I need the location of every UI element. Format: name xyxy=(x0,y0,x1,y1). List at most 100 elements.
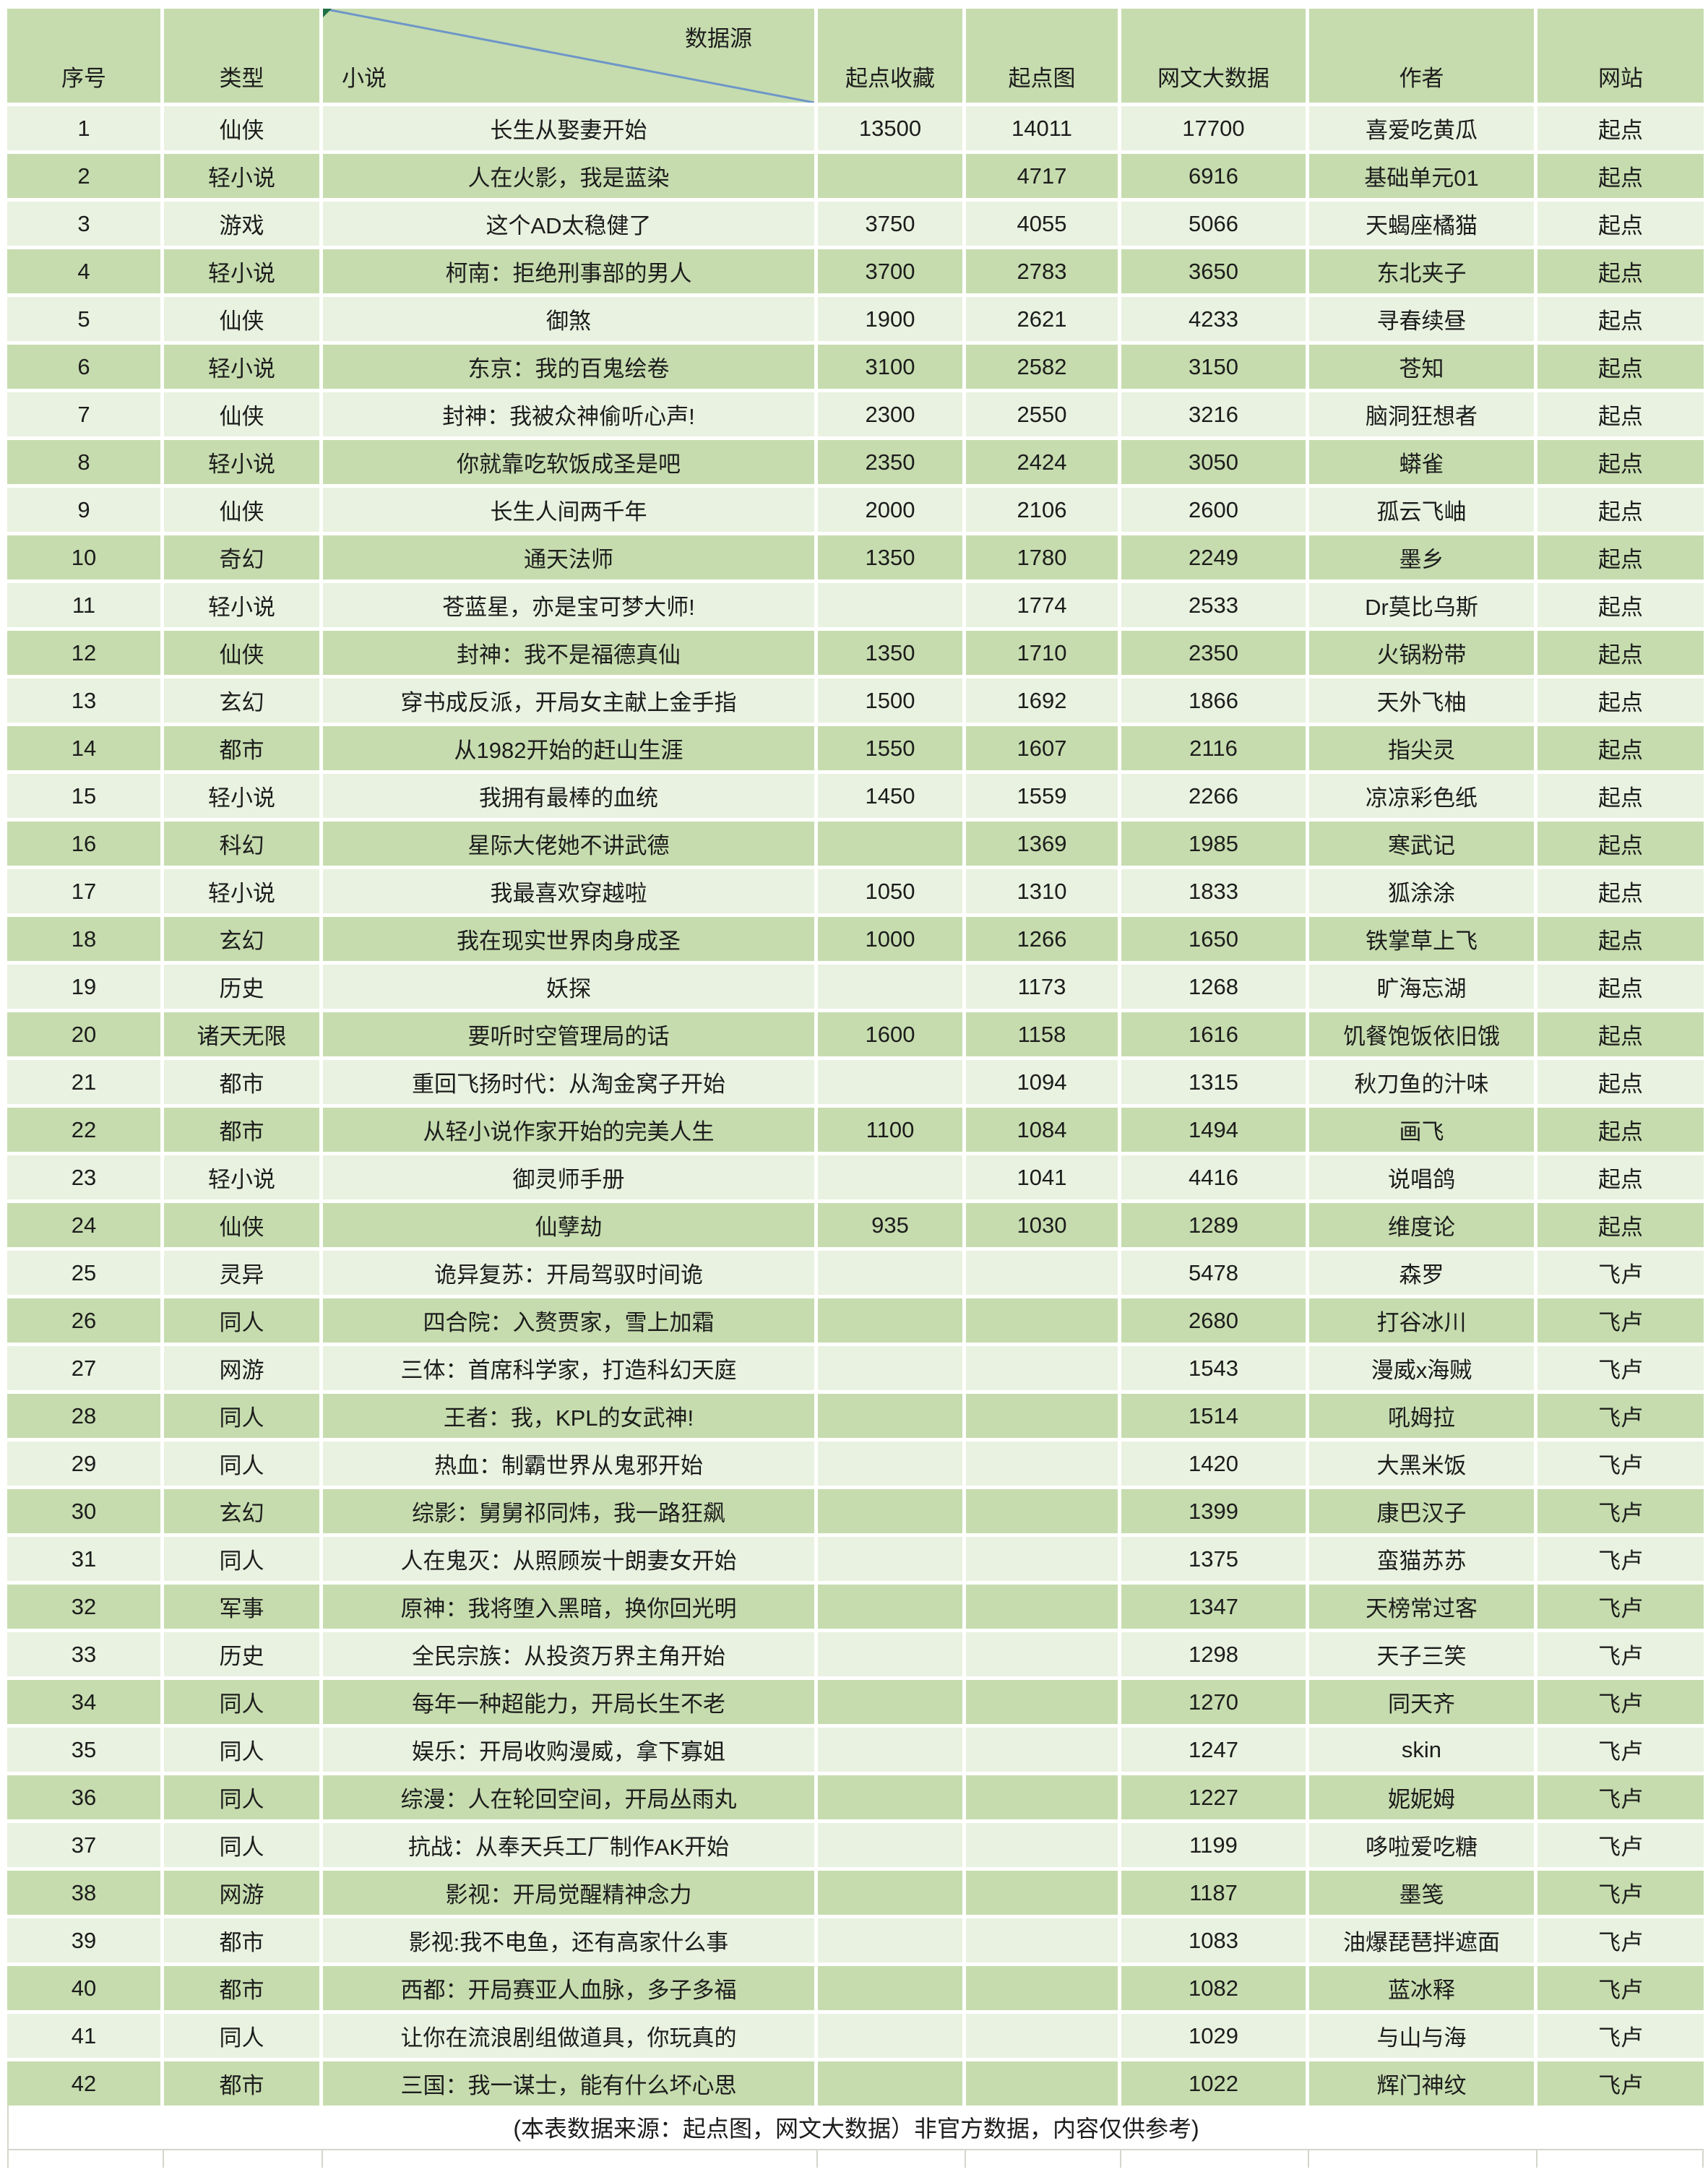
cell-type[interactable]: 同人 xyxy=(164,1680,319,1724)
cell-title[interactable]: 诡异复苏：开局驾驭时间诡 xyxy=(323,1251,814,1295)
cell-title[interactable]: 人在鬼灭：从照顾炭十朗妻女开始 xyxy=(323,1537,814,1581)
cell-title[interactable]: 四合院：入赘贾家，雪上加霜 xyxy=(323,1298,814,1343)
cell-bigdata[interactable]: 2350 xyxy=(1121,631,1306,675)
cell-title[interactable]: 影视：开局觉醒精神念力 xyxy=(323,1871,814,1915)
cell-author[interactable]: Dr莫比乌斯 xyxy=(1309,583,1534,627)
cell-title[interactable]: 长生从娶妻开始 xyxy=(323,106,814,150)
cell-bigdata[interactable]: 4416 xyxy=(1121,1155,1306,1199)
cell-site[interactable]: 起点 xyxy=(1537,869,1704,913)
cell-site[interactable]: 起点 xyxy=(1537,345,1704,389)
cell-site[interactable]: 起点 xyxy=(1537,917,1704,961)
cell-no[interactable]: 36 xyxy=(7,1775,160,1819)
cell-bigdata[interactable]: 3150 xyxy=(1121,345,1306,389)
cell-title[interactable]: 让你在流浪剧组做道具，你玩真的 xyxy=(323,2014,814,2058)
cell-qidian-chart[interactable]: 1266 xyxy=(966,917,1118,961)
cell-bigdata[interactable]: 1227 xyxy=(1121,1775,1306,1819)
cell-site[interactable]: 起点 xyxy=(1537,535,1704,579)
cell-qidian-chart[interactable] xyxy=(966,1775,1118,1819)
cell-bigdata[interactable]: 1543 xyxy=(1121,1346,1306,1390)
cell-qidian-chart[interactable]: 1369 xyxy=(966,822,1118,866)
cell-type[interactable]: 网游 xyxy=(164,1871,319,1915)
cell-no[interactable]: 38 xyxy=(7,1871,160,1915)
cell-title[interactable]: 封神：我不是福德真仙 xyxy=(323,631,814,675)
cell-title[interactable]: 热血：制霸世界从鬼邪开始 xyxy=(323,1441,814,1486)
cell-author[interactable]: 维度论 xyxy=(1309,1203,1534,1247)
cell-qidian-chart[interactable] xyxy=(966,1251,1118,1295)
cell-site[interactable]: 飞卢 xyxy=(1537,1441,1704,1486)
cell-no[interactable]: 7 xyxy=(7,392,160,436)
cell-bigdata[interactable]: 1083 xyxy=(1121,1918,1306,1962)
cell-bigdata[interactable]: 1298 xyxy=(1121,1632,1306,1676)
cell-qidian-chart[interactable] xyxy=(966,1537,1118,1581)
cell-no[interactable]: 8 xyxy=(7,440,160,484)
cell-site[interactable]: 起点 xyxy=(1537,1012,1704,1056)
cell-bigdata[interactable]: 1866 xyxy=(1121,678,1306,723)
cell-type[interactable]: 轻小说 xyxy=(164,869,319,913)
cell-bigdata[interactable]: 17700 xyxy=(1121,106,1306,150)
cell-site[interactable]: 起点 xyxy=(1537,822,1704,866)
cell-type[interactable]: 历史 xyxy=(164,1632,319,1676)
cell-no[interactable]: 24 xyxy=(7,1203,160,1247)
cell-qidian-fav[interactable] xyxy=(818,2014,962,2058)
cell-no[interactable]: 19 xyxy=(7,965,160,1009)
cell-site[interactable]: 起点 xyxy=(1537,392,1704,436)
cell-qidian-chart[interactable] xyxy=(966,1728,1118,1772)
cell-qidian-chart[interactable]: 2550 xyxy=(966,392,1118,436)
cell-no[interactable]: 27 xyxy=(7,1346,160,1390)
cell-author[interactable]: 脑洞狂想者 xyxy=(1309,392,1534,436)
cell-type[interactable]: 轻小说 xyxy=(164,583,319,627)
cell-bigdata[interactable]: 1494 xyxy=(1121,1108,1306,1152)
header-cell-bigdata[interactable]: 网文大数据 xyxy=(1121,9,1306,103)
cell-qidian-chart[interactable]: 1158 xyxy=(966,1012,1118,1056)
cell-author[interactable]: 蓝冰释 xyxy=(1309,1966,1534,2010)
cell-author[interactable]: 墨乡 xyxy=(1309,535,1534,579)
cell-no[interactable]: 35 xyxy=(7,1728,160,1772)
cell-site[interactable]: 起点 xyxy=(1537,202,1704,246)
cell-title[interactable]: 全民宗族：从投资万界主角开始 xyxy=(323,1632,814,1676)
cell-site[interactable]: 飞卢 xyxy=(1537,1871,1704,1915)
cell-qidian-chart[interactable]: 2783 xyxy=(966,249,1118,293)
cell-qidian-fav[interactable]: 1550 xyxy=(818,726,962,770)
cell-bigdata[interactable]: 2249 xyxy=(1121,535,1306,579)
cell-qidian-chart[interactable]: 2582 xyxy=(966,345,1118,389)
cell-qidian-fav[interactable]: 1100 xyxy=(818,1108,962,1152)
cell-qidian-chart[interactable]: 14011 xyxy=(966,106,1118,150)
cell-qidian-chart[interactable]: 1774 xyxy=(966,583,1118,627)
cell-type[interactable]: 都市 xyxy=(164,1966,319,2010)
cell-title[interactable]: 娱乐：开局收购漫威，拿下寡姐 xyxy=(323,1728,814,1772)
cell-site[interactable]: 飞卢 xyxy=(1537,1966,1704,2010)
cell-type[interactable]: 仙侠 xyxy=(164,631,319,675)
cell-qidian-chart[interactable]: 2424 xyxy=(966,440,1118,484)
cell-title[interactable]: 三体：首席科学家，打造科幻天庭 xyxy=(323,1346,814,1390)
cell-bigdata[interactable]: 5066 xyxy=(1121,202,1306,246)
cell-title[interactable]: 抗战：从奉天兵工厂制作AK开始 xyxy=(323,1823,814,1867)
cell-no[interactable]: 28 xyxy=(7,1394,160,1438)
cell-author[interactable]: 天榜常过客 xyxy=(1309,1585,1534,1629)
cell-no[interactable]: 41 xyxy=(7,2014,160,2058)
cell-title[interactable]: 王者：我，KPL的女武神! xyxy=(323,1394,814,1438)
cell-bigdata[interactable]: 4233 xyxy=(1121,297,1306,341)
cell-no[interactable]: 16 xyxy=(7,822,160,866)
cell-qidian-fav[interactable] xyxy=(818,1394,962,1438)
cell-no[interactable]: 25 xyxy=(7,1251,160,1295)
cell-author[interactable]: 辉门神纹 xyxy=(1309,2061,1534,2106)
cell-author[interactable]: 东北夹子 xyxy=(1309,249,1534,293)
cell-author[interactable]: 打谷冰川 xyxy=(1309,1298,1534,1343)
cell-qidian-chart[interactable]: 1030 xyxy=(966,1203,1118,1247)
cell-site[interactable]: 起点 xyxy=(1537,106,1704,150)
cell-site[interactable]: 飞卢 xyxy=(1537,1632,1704,1676)
cell-type[interactable]: 仙侠 xyxy=(164,1203,319,1247)
cell-author[interactable]: 天外飞柚 xyxy=(1309,678,1534,723)
footer-note-row[interactable]: (本表数据来源：起点图，网文大数据）非官方数据，内容仅供参考) xyxy=(7,2106,1704,2149)
cell-no[interactable]: 9 xyxy=(7,488,160,532)
cell-type[interactable]: 仙侠 xyxy=(164,297,319,341)
cell-qidian-fav[interactable] xyxy=(818,822,962,866)
cell-site[interactable]: 起点 xyxy=(1537,726,1704,770)
cell-site[interactable]: 飞卢 xyxy=(1537,1394,1704,1438)
cell-qidian-chart[interactable] xyxy=(966,1394,1118,1438)
cell-qidian-chart[interactable] xyxy=(966,1441,1118,1486)
cell-qidian-fav[interactable]: 1050 xyxy=(818,869,962,913)
cell-qidian-fav[interactable]: 2000 xyxy=(818,488,962,532)
cell-qidian-fav[interactable]: 935 xyxy=(818,1203,962,1247)
cell-title[interactable]: 从轻小说作家开始的完美人生 xyxy=(323,1108,814,1152)
